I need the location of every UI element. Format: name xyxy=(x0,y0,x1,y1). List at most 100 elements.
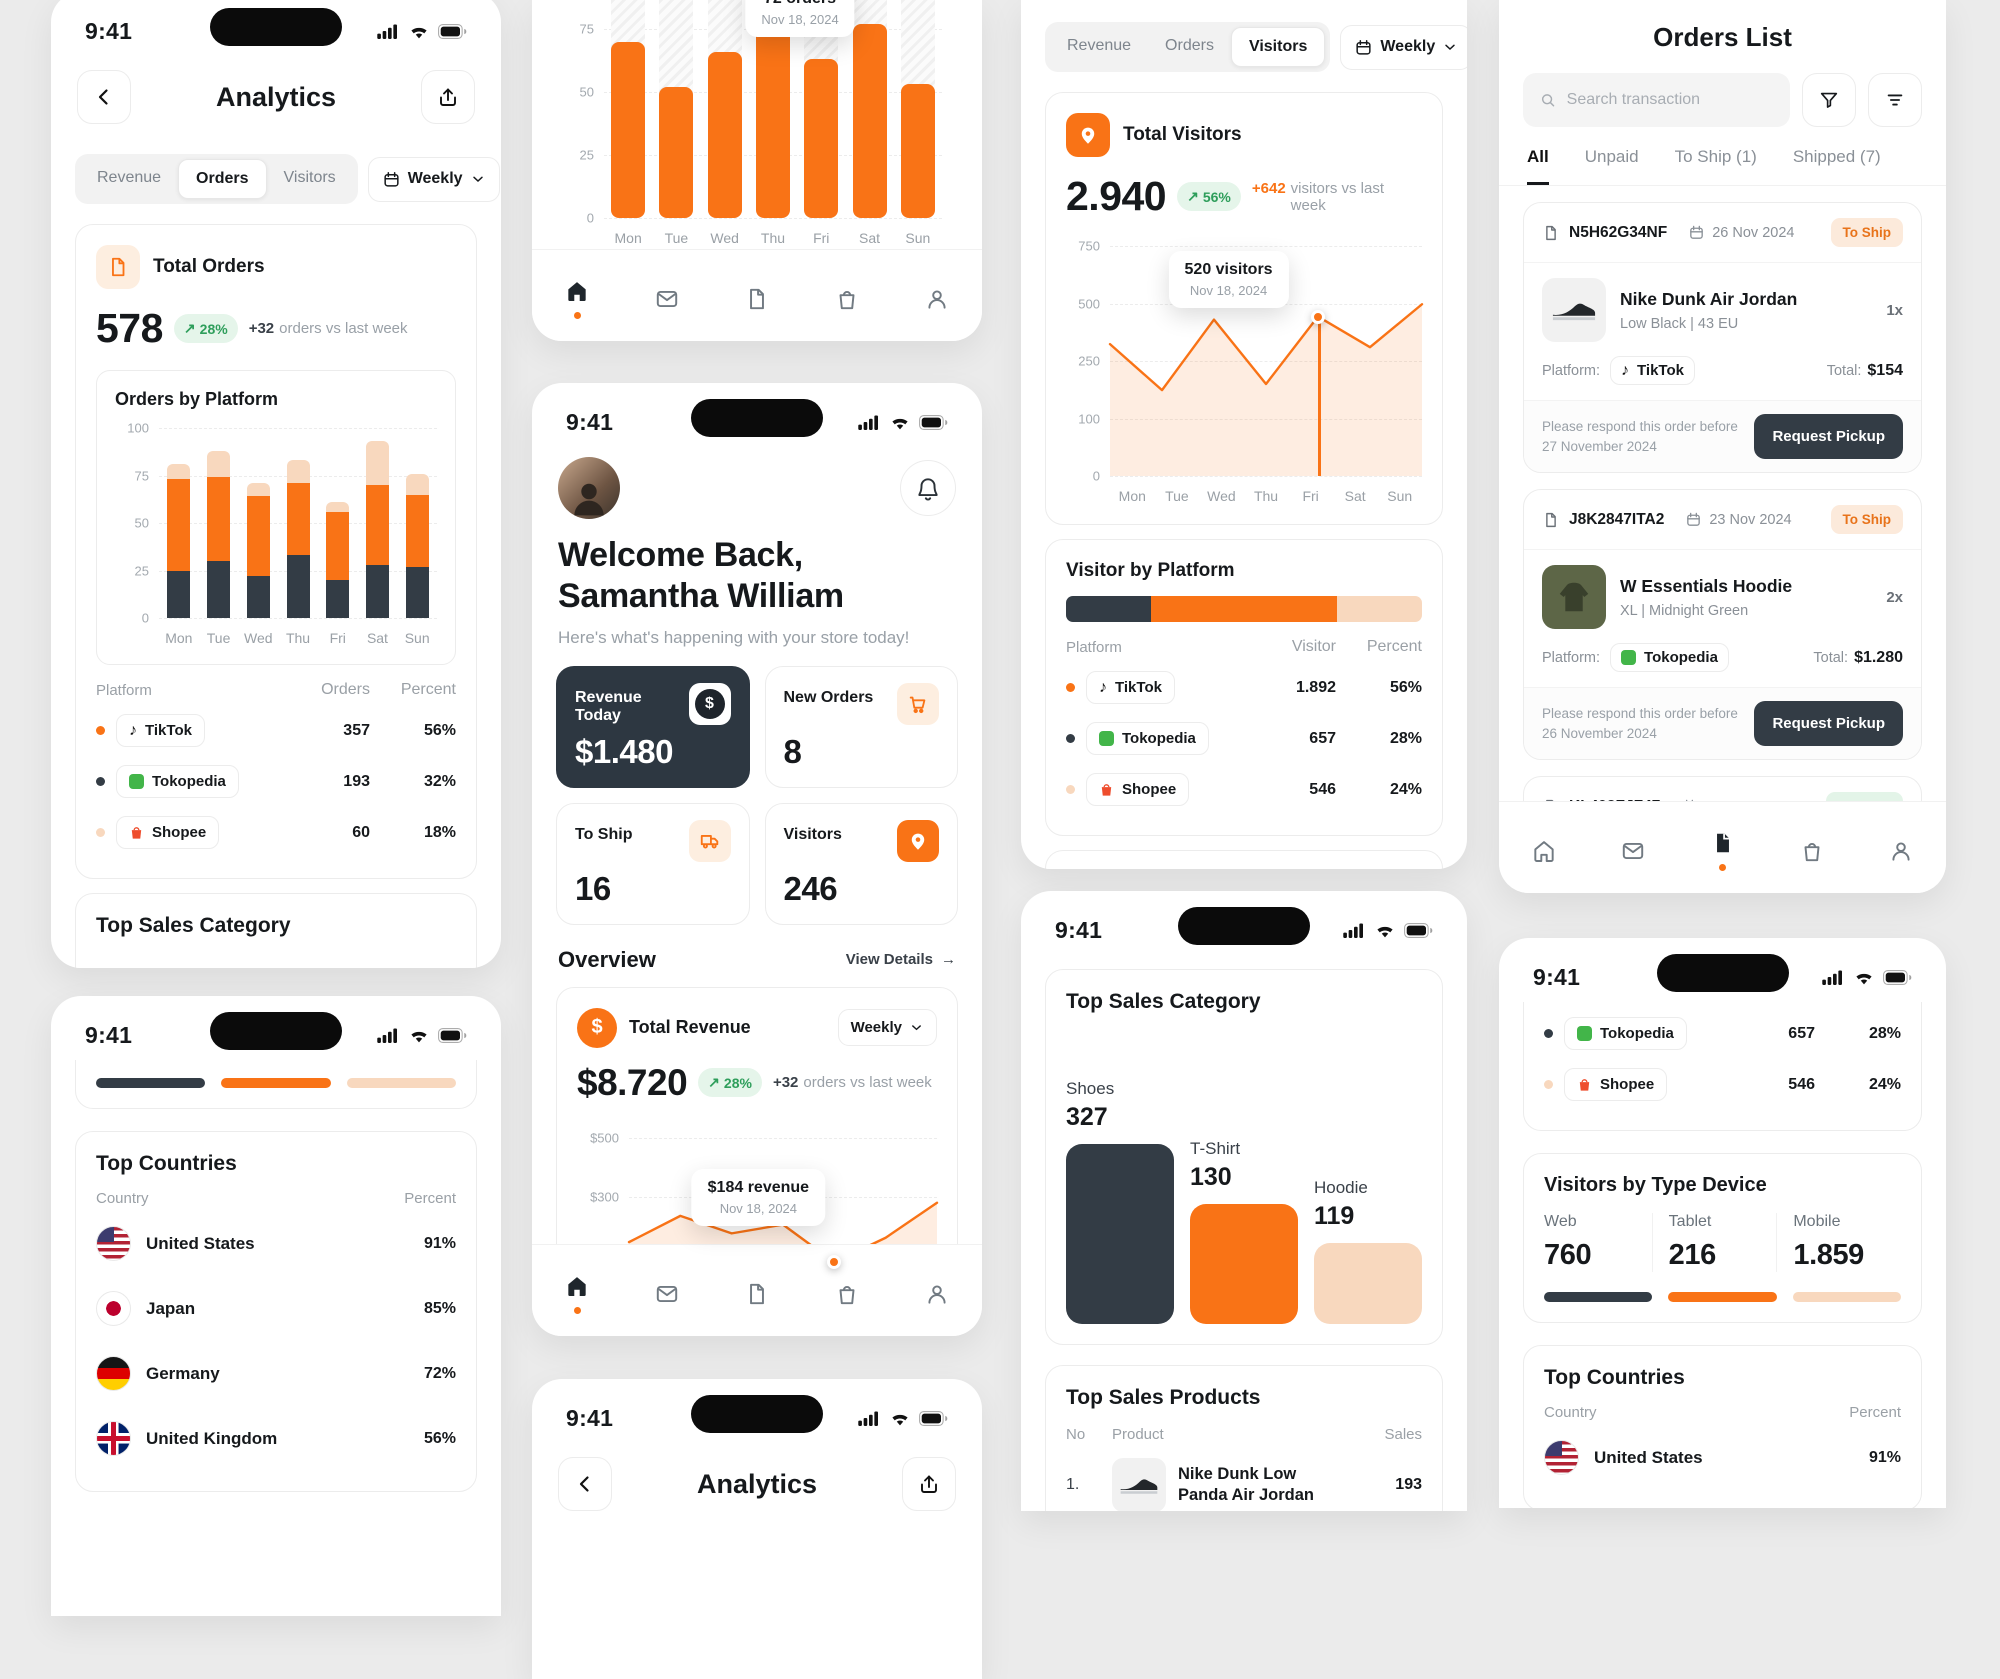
nav-home[interactable] xyxy=(1499,832,1588,864)
total-orders-card: Total Orders 578 ↗ 28% +32 orders vs last … xyxy=(75,224,477,879)
screen-device-stats: 9:41 Tokopedia 657 28% Shopee 546 24% Visi… xyxy=(1499,938,1946,1508)
nav-profile[interactable] xyxy=(892,1275,982,1307)
chevron-down-icon xyxy=(472,176,483,182)
tab-all[interactable]: All xyxy=(1527,147,1549,185)
notch xyxy=(691,1395,823,1433)
calendar-icon xyxy=(1690,225,1704,239)
platform-badge-shopee[interactable]: Shopee xyxy=(116,816,220,849)
period-dropdown[interactable]: Weekly xyxy=(837,1009,937,1047)
nav-profile[interactable] xyxy=(1857,832,1946,864)
hoodie-icon xyxy=(1559,582,1589,612)
tablet-bar xyxy=(221,1078,331,1088)
nav-profile[interactable] xyxy=(892,280,982,312)
country-row: United Kingdom 56% xyxy=(96,1406,456,1471)
platform-badge-tokopedia: Tokopedia xyxy=(1610,643,1729,672)
back-button[interactable] xyxy=(77,70,131,124)
tab-revenue[interactable]: Revenue xyxy=(97,169,162,186)
bottom-nav xyxy=(532,249,982,341)
calendar-icon xyxy=(1687,512,1701,526)
platform-badge-tiktok[interactable]: ♪ TikTok xyxy=(116,714,205,747)
shopee-icon xyxy=(1101,784,1112,796)
platform-badge-tokopedia[interactable]: Tokopedia xyxy=(116,765,239,798)
calendar-icon xyxy=(384,171,399,187)
total-visitors-card: Total Visitors 2.940 ↗ 56% +642 visitors v… xyxy=(1045,92,1443,525)
visitors-card[interactable]: Visitors 246 xyxy=(764,802,958,925)
filter-button[interactable] xyxy=(1802,73,1856,127)
platform-table-header: Platform Visitor Percent xyxy=(1066,638,1422,656)
bar xyxy=(707,51,742,218)
tab-visitors[interactable]: Visitors xyxy=(1230,27,1326,67)
orders-bar-chart[interactable]: 75 50 25 0 72 orders Nov 18, 2024 xyxy=(580,0,942,226)
bottom-nav xyxy=(1499,801,1946,893)
screen-top-sales: 9:41 Top Sales Category Shoes 327 T-Shir… xyxy=(1021,891,1467,1511)
tab-unpaid[interactable]: Unpaid xyxy=(1584,147,1639,166)
request-pickup-button[interactable]: Request Pickup xyxy=(1754,701,1903,746)
request-pickup-button[interactable]: Request Pickup xyxy=(1754,414,1903,459)
status-bar: 9:41 xyxy=(532,1379,982,1443)
platform-badge-tokopedia[interactable]: Tokopedia xyxy=(1086,722,1209,755)
tab-orders[interactable]: Orders xyxy=(178,159,267,199)
nav-orders[interactable] xyxy=(1678,824,1767,871)
visitors-line-chart[interactable]: 750 500 250 100 0 520 visitors Nov 18, 2… xyxy=(1078,239,1422,484)
avatar[interactable] xyxy=(558,457,620,519)
nav-mail[interactable] xyxy=(622,1275,712,1307)
tokopedia-icon xyxy=(129,774,144,789)
nav-shop[interactable] xyxy=(802,280,892,312)
view-details-link[interactable]: View Details → xyxy=(845,951,956,969)
platform-badge-tiktok[interactable]: ♪ TikTok xyxy=(1086,671,1175,704)
notifications-button[interactable] xyxy=(900,460,956,516)
shopee-icon xyxy=(1579,1079,1590,1091)
nav-home[interactable] xyxy=(532,1267,622,1314)
filter-funnel-icon xyxy=(1820,92,1838,108)
product-row[interactable]: 1. Nike Dunk Low Panda Air Jordan 193 xyxy=(1066,1443,1422,1511)
to-ship-card[interactable]: To Ship 16 xyxy=(556,802,750,925)
nav-orders[interactable] xyxy=(712,1275,802,1307)
nav-mail[interactable] xyxy=(622,280,712,312)
tab-revenue[interactable]: Revenue xyxy=(1067,37,1132,54)
search-box[interactable] xyxy=(1523,73,1790,127)
wifi-icon xyxy=(411,27,427,38)
orders-by-platform-chart[interactable]: Orders by Platform 100 75 50 25 0 xyxy=(96,370,456,665)
metric-label: Total Visitors xyxy=(1123,124,1242,145)
sort-lines-icon xyxy=(1887,94,1903,106)
share-button[interactable] xyxy=(421,70,475,124)
top-countries-card: Top Countries Country Percent United Stat… xyxy=(1523,1345,1922,1508)
sort-button[interactable] xyxy=(1868,73,1922,127)
product-thumbnail xyxy=(1542,278,1606,342)
nav-shop[interactable] xyxy=(1767,832,1856,864)
nav-shop[interactable] xyxy=(802,1275,892,1307)
tab-visitors[interactable]: Visitors xyxy=(283,169,336,186)
tiktok-icon: ♪ xyxy=(1099,678,1107,696)
signal-icon xyxy=(1343,923,1363,938)
sneaker-icon xyxy=(1120,1479,1158,1494)
platform-badge-shopee[interactable]: Shopee xyxy=(1564,1068,1668,1101)
nav-home[interactable] xyxy=(532,272,622,319)
tab-to-ship[interactable]: To Ship (1) xyxy=(1674,147,1757,166)
status-time: 9:41 xyxy=(1055,916,1103,943)
legend-dot xyxy=(1066,785,1075,794)
table-row: Shopee 546 24% xyxy=(1066,764,1422,815)
share-button[interactable] xyxy=(902,1457,956,1511)
tab-orders[interactable]: Orders xyxy=(1165,37,1214,54)
back-button[interactable] xyxy=(558,1457,612,1511)
new-orders-card[interactable]: New Orders 8 xyxy=(764,665,958,788)
nav-orders[interactable] xyxy=(712,280,802,312)
battery-icon xyxy=(1404,922,1433,938)
tab-shipped[interactable]: Shipped (7) xyxy=(1792,147,1881,166)
period-dropdown[interactable]: Weekly xyxy=(367,156,500,202)
germany-flag-icon xyxy=(96,1356,131,1391)
platform-badge-tokopedia[interactable]: Tokopedia xyxy=(1564,1017,1687,1050)
platform-badge-shopee[interactable]: Shopee xyxy=(1086,773,1190,806)
search-input[interactable] xyxy=(1566,91,1774,109)
category-bar-chart[interactable]: Shoes 327 T-Shirt 130 Hoodie 119 xyxy=(1066,1024,1422,1324)
data-point-dot xyxy=(1311,309,1325,324)
status-bar: 9:41 xyxy=(1499,938,1946,1002)
revenue-today-card[interactable]: Revenue Today $ $1.480 xyxy=(556,665,750,788)
analytics-tabs: Revenue Orders Visitors Weekly xyxy=(51,138,501,210)
shop-icon xyxy=(1804,842,1820,861)
web-bar xyxy=(96,1078,206,1088)
period-dropdown[interactable]: Weekly xyxy=(1340,24,1467,70)
nav-mail[interactable] xyxy=(1588,832,1677,864)
metric-sub: +32 orders vs last week xyxy=(248,320,408,337)
change-badge: ↗ 28% xyxy=(173,314,238,343)
